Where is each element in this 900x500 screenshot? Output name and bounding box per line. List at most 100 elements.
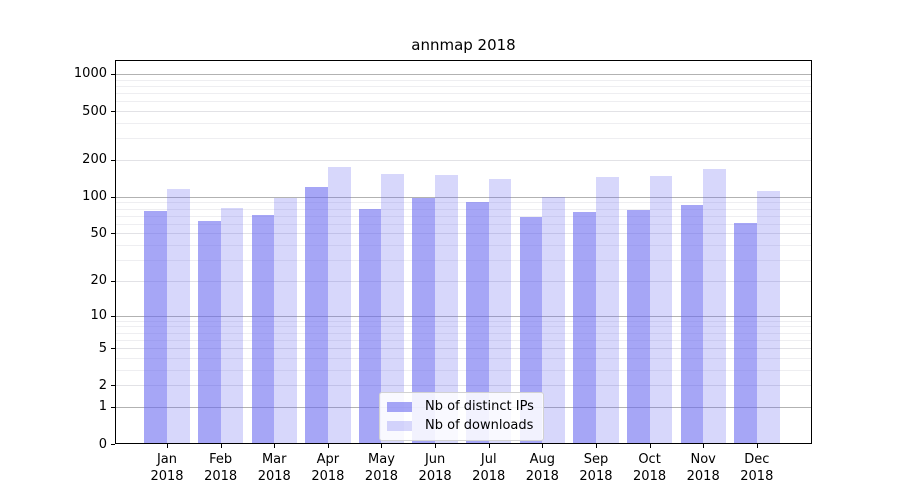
bar-downloads — [488, 179, 512, 444]
x-tick-label: Apr 2018 — [311, 452, 345, 484]
gridline-minor — [115, 223, 812, 225]
bar-distinct-ips — [358, 208, 382, 444]
bar-distinct-ips — [144, 210, 167, 444]
x-tick-mark — [649, 444, 651, 448]
y-tick-mark — [111, 385, 115, 387]
y-tick-label: 200 — [82, 152, 107, 168]
legend-swatch-downloads — [387, 420, 412, 431]
x-tick-label: Nov 2018 — [686, 452, 720, 484]
x-tick-mark — [488, 444, 490, 448]
y-tick-label: 5 — [98, 340, 107, 356]
x-tick-mark — [381, 444, 383, 448]
y-tick-mark — [111, 73, 115, 75]
gridline-minor — [115, 138, 812, 140]
y-tick-label: 50 — [90, 225, 107, 241]
y-tick-label: 20 — [90, 273, 107, 289]
x-tick-label: May 2018 — [364, 452, 399, 484]
bar-distinct-ips — [680, 204, 704, 444]
gridline-minor — [115, 101, 812, 103]
x-tick-mark — [595, 444, 597, 448]
gridline-minor — [115, 202, 812, 204]
bar-downloads — [703, 168, 726, 444]
gridline-minor — [115, 79, 812, 81]
gridline-sub — [115, 280, 812, 282]
legend-label-distinct-ips: Nb of distinct IPs — [425, 399, 534, 414]
y-tick-label: 100 — [82, 189, 107, 205]
y-tick-mark — [111, 111, 115, 113]
legend: Nb of distinct IPs Nb of downloads — [379, 392, 544, 441]
gridline-minor — [115, 339, 812, 341]
gridline-minor — [115, 122, 812, 124]
bar-downloads — [327, 167, 351, 444]
bar-distinct-ips — [412, 197, 436, 444]
x-tick-label: Jan 2018 — [150, 452, 184, 484]
y-tick-label: 1 — [98, 399, 107, 415]
x-tick-label: Feb 2018 — [204, 452, 238, 484]
y-tick-label: 1000 — [73, 66, 107, 82]
y-tick-label: 500 — [82, 103, 107, 119]
bar-distinct-ips — [466, 202, 489, 444]
x-tick-mark — [327, 444, 329, 448]
legend-swatch-distinct-ips — [387, 401, 412, 412]
bar-downloads — [381, 173, 405, 444]
gridline-decade — [115, 73, 812, 75]
gridline-sub — [115, 385, 812, 387]
y-tick-mark — [111, 196, 115, 198]
y-tick-label: 10 — [90, 308, 107, 324]
x-tick-label: Jun 2018 — [418, 452, 452, 484]
x-tick-mark — [167, 444, 168, 448]
chart-title: annmap 2018 — [411, 36, 516, 54]
y-tick-mark — [111, 406, 115, 408]
bar-downloads — [435, 174, 458, 444]
bar-distinct-ips — [734, 222, 757, 444]
gridline-minor — [115, 245, 812, 247]
gridline-minor — [115, 320, 812, 322]
bar-distinct-ips — [573, 212, 596, 444]
gridline-decade — [115, 315, 812, 317]
plot-area — [115, 60, 812, 444]
gridline-minor — [115, 85, 812, 87]
y-tick-mark — [111, 348, 115, 350]
gridline-sub — [115, 111, 812, 113]
bar-distinct-ips — [519, 217, 543, 444]
y-tick-label: 0 — [98, 436, 107, 452]
gridline-minor — [115, 357, 812, 359]
x-tick-label: Sep 2018 — [579, 452, 613, 484]
x-tick-mark — [542, 444, 544, 448]
x-tick-label: Jul 2018 — [472, 452, 506, 484]
legend-item-distinct-ips: Nb of distinct IPs — [387, 397, 534, 416]
bar-distinct-ips — [626, 209, 650, 444]
x-tick-label: Dec 2018 — [740, 452, 774, 484]
gridline-minor — [115, 326, 812, 328]
gridline-minor — [115, 332, 812, 334]
gridline-sub — [115, 159, 812, 161]
x-tick-mark — [220, 444, 222, 448]
bar-distinct-ips — [305, 186, 328, 444]
gridline-minor — [115, 260, 812, 262]
bar-downloads — [595, 177, 619, 444]
y-tick-mark — [111, 315, 115, 317]
gridline-sub — [115, 233, 812, 235]
bar-downloads — [167, 188, 190, 444]
bar-downloads — [649, 175, 673, 444]
bar-distinct-ips — [251, 214, 275, 444]
gridline-minor — [115, 208, 812, 210]
x-tick-mark — [703, 444, 705, 448]
bar-downloads — [542, 196, 566, 444]
y-tick-mark — [111, 444, 115, 445]
bar-distinct-ips — [197, 221, 221, 444]
bar-downloads — [220, 207, 244, 444]
gridline-decade — [115, 196, 812, 198]
gridline-minor — [115, 93, 812, 95]
legend-item-downloads: Nb of downloads — [387, 416, 534, 435]
x-tick-label: Oct 2018 — [633, 452, 667, 484]
y-tick-mark — [111, 233, 115, 235]
x-tick-mark — [756, 444, 758, 448]
x-tick-mark — [274, 444, 276, 448]
x-tick-mark — [435, 444, 437, 448]
gridline-minor — [115, 215, 812, 217]
y-tick-mark — [111, 280, 115, 282]
y-tick-label: 2 — [98, 377, 107, 393]
gridline-sub — [115, 348, 812, 350]
